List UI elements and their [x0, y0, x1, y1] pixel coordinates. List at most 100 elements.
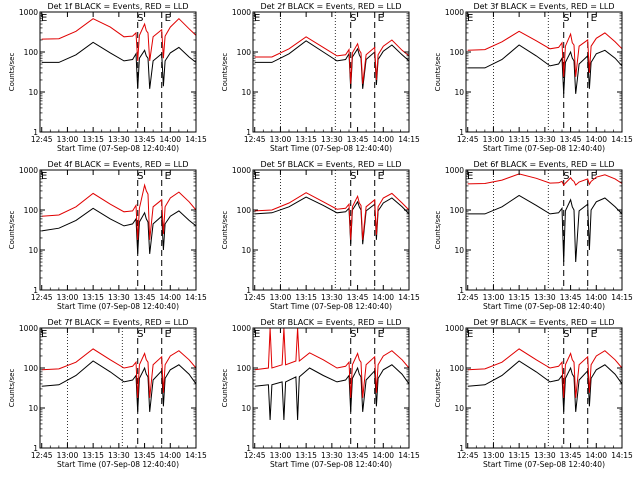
- x-tick-label: 13:30: [321, 135, 343, 144]
- x-tick-label: 13:00: [483, 135, 505, 144]
- y-tick-label: 1: [459, 286, 464, 295]
- lld-series-line: [467, 173, 623, 187]
- lld-series-line: [467, 30, 623, 77]
- marker-label-e: E: [467, 329, 473, 340]
- x-tick-label: 13:45: [134, 135, 156, 144]
- x-tick-label: 12:45: [31, 293, 53, 302]
- x-tick-label: 12:45: [457, 451, 479, 460]
- marker-label-e: E: [41, 171, 47, 182]
- x-tick-label: 12:45: [244, 451, 266, 460]
- x-tick-label: 12:45: [31, 135, 53, 144]
- y-tick-label: 100: [24, 364, 39, 373]
- marker-label-e: E: [254, 13, 260, 24]
- x-axis-title: Start Time (07-Sep-08 12:40:40): [483, 302, 605, 311]
- marker-label-s: S: [563, 171, 569, 182]
- y-tick-label: 1: [459, 444, 464, 453]
- y-tick-label: 10: [454, 404, 464, 413]
- x-tick-label: 14:15: [398, 135, 420, 144]
- x-tick-label: 13:45: [560, 293, 582, 302]
- y-axis-title: Counts/sec: [221, 211, 229, 250]
- y-tick-label: 100: [450, 206, 465, 215]
- y-tick-label: 100: [237, 48, 252, 57]
- marker-label-s: S: [137, 13, 143, 24]
- y-axis-title: Counts/sec: [434, 53, 442, 92]
- y-tick-label: 100: [24, 48, 39, 57]
- marker-label-s: S: [137, 171, 143, 182]
- marker-label-e: E: [467, 171, 473, 182]
- panel-title: Det 4f BLACK = Events, RED = LLD: [47, 160, 188, 169]
- y-tick-label: 100: [24, 206, 39, 215]
- y-tick-label: 1000: [232, 324, 251, 333]
- x-tick-label: 13:00: [270, 451, 292, 460]
- y-tick-label: 1000: [19, 324, 38, 333]
- y-tick-label: 1: [246, 444, 251, 453]
- x-tick-label: 13:00: [483, 451, 505, 460]
- x-tick-label: 13:30: [108, 451, 130, 460]
- x-tick-label: 13:45: [134, 451, 156, 460]
- marker-label-e: E: [378, 329, 384, 340]
- y-tick-label: 1000: [445, 324, 464, 333]
- x-tick-label: 13:30: [321, 451, 343, 460]
- x-tick-label: 13:15: [508, 293, 530, 302]
- x-tick-label: 13:30: [534, 293, 556, 302]
- x-tick-label: 13:00: [57, 451, 79, 460]
- events-series-line: [254, 196, 410, 245]
- marker-label-e: E: [165, 171, 171, 182]
- x-axis-title: Start Time (07-Sep-08 12:40:40): [270, 144, 392, 153]
- y-tick-label: 10: [28, 88, 38, 97]
- x-tick-label: 13:15: [295, 451, 317, 460]
- marker-label-e: E: [165, 329, 171, 340]
- x-tick-label: 13:15: [295, 135, 317, 144]
- y-tick-label: 10: [28, 404, 38, 413]
- y-tick-label: 1: [33, 444, 38, 453]
- events-series-line: [254, 364, 410, 421]
- x-tick-label: 14:15: [185, 135, 207, 144]
- marker-label-e: E: [254, 171, 260, 182]
- plot-frame: [39, 327, 197, 449]
- events-series-line: [41, 360, 197, 412]
- marker-label-e: E: [41, 13, 47, 24]
- panel-title: Det 2f BLACK = Events, RED = LLD: [260, 2, 401, 11]
- panel-title: Det 6f BLACK = Events, RED = LLD: [473, 160, 614, 169]
- y-tick-label: 10: [28, 246, 38, 255]
- panel-title: Det 1f BLACK = Events, RED = LLD: [47, 2, 188, 11]
- panel-title: Det 3f BLACK = Events, RED = LLD: [473, 2, 614, 11]
- x-tick-label: 14:00: [585, 451, 607, 460]
- x-tick-label: 14:15: [398, 451, 420, 460]
- y-tick-label: 1: [33, 286, 38, 295]
- x-tick-label: 13:45: [347, 135, 369, 144]
- y-tick-label: 10: [454, 246, 464, 255]
- marker-label-e: E: [591, 329, 597, 340]
- x-tick-label: 13:15: [508, 135, 530, 144]
- x-axis-title: Start Time (07-Sep-08 12:40:40): [57, 144, 179, 153]
- x-tick-label: 14:15: [611, 135, 633, 144]
- y-tick-label: 100: [237, 364, 252, 373]
- x-tick-label: 13:00: [270, 135, 292, 144]
- y-axis-title: Counts/sec: [221, 369, 229, 408]
- x-tick-label: 14:15: [611, 451, 633, 460]
- y-tick-label: 100: [450, 364, 465, 373]
- x-tick-label: 13:00: [270, 293, 292, 302]
- x-tick-label: 13:45: [347, 293, 369, 302]
- x-axis-title: Start Time (07-Sep-08 12:40:40): [57, 460, 179, 469]
- marker-label-e: E: [591, 171, 597, 182]
- x-tick-label: 13:45: [347, 451, 369, 460]
- x-axis-title: Start Time (07-Sep-08 12:40:40): [270, 460, 392, 469]
- x-tick-label: 14:15: [185, 451, 207, 460]
- y-tick-label: 10: [241, 404, 251, 413]
- y-axis-title: Counts/sec: [221, 53, 229, 92]
- lld-series-line: [254, 36, 410, 84]
- x-tick-label: 13:30: [108, 135, 130, 144]
- marker-label-s: S: [350, 329, 356, 340]
- y-tick-label: 1: [33, 128, 38, 137]
- x-tick-label: 13:30: [108, 293, 130, 302]
- x-tick-label: 13:45: [134, 293, 156, 302]
- x-tick-label: 13:45: [560, 135, 582, 144]
- plot-frame: [252, 11, 410, 133]
